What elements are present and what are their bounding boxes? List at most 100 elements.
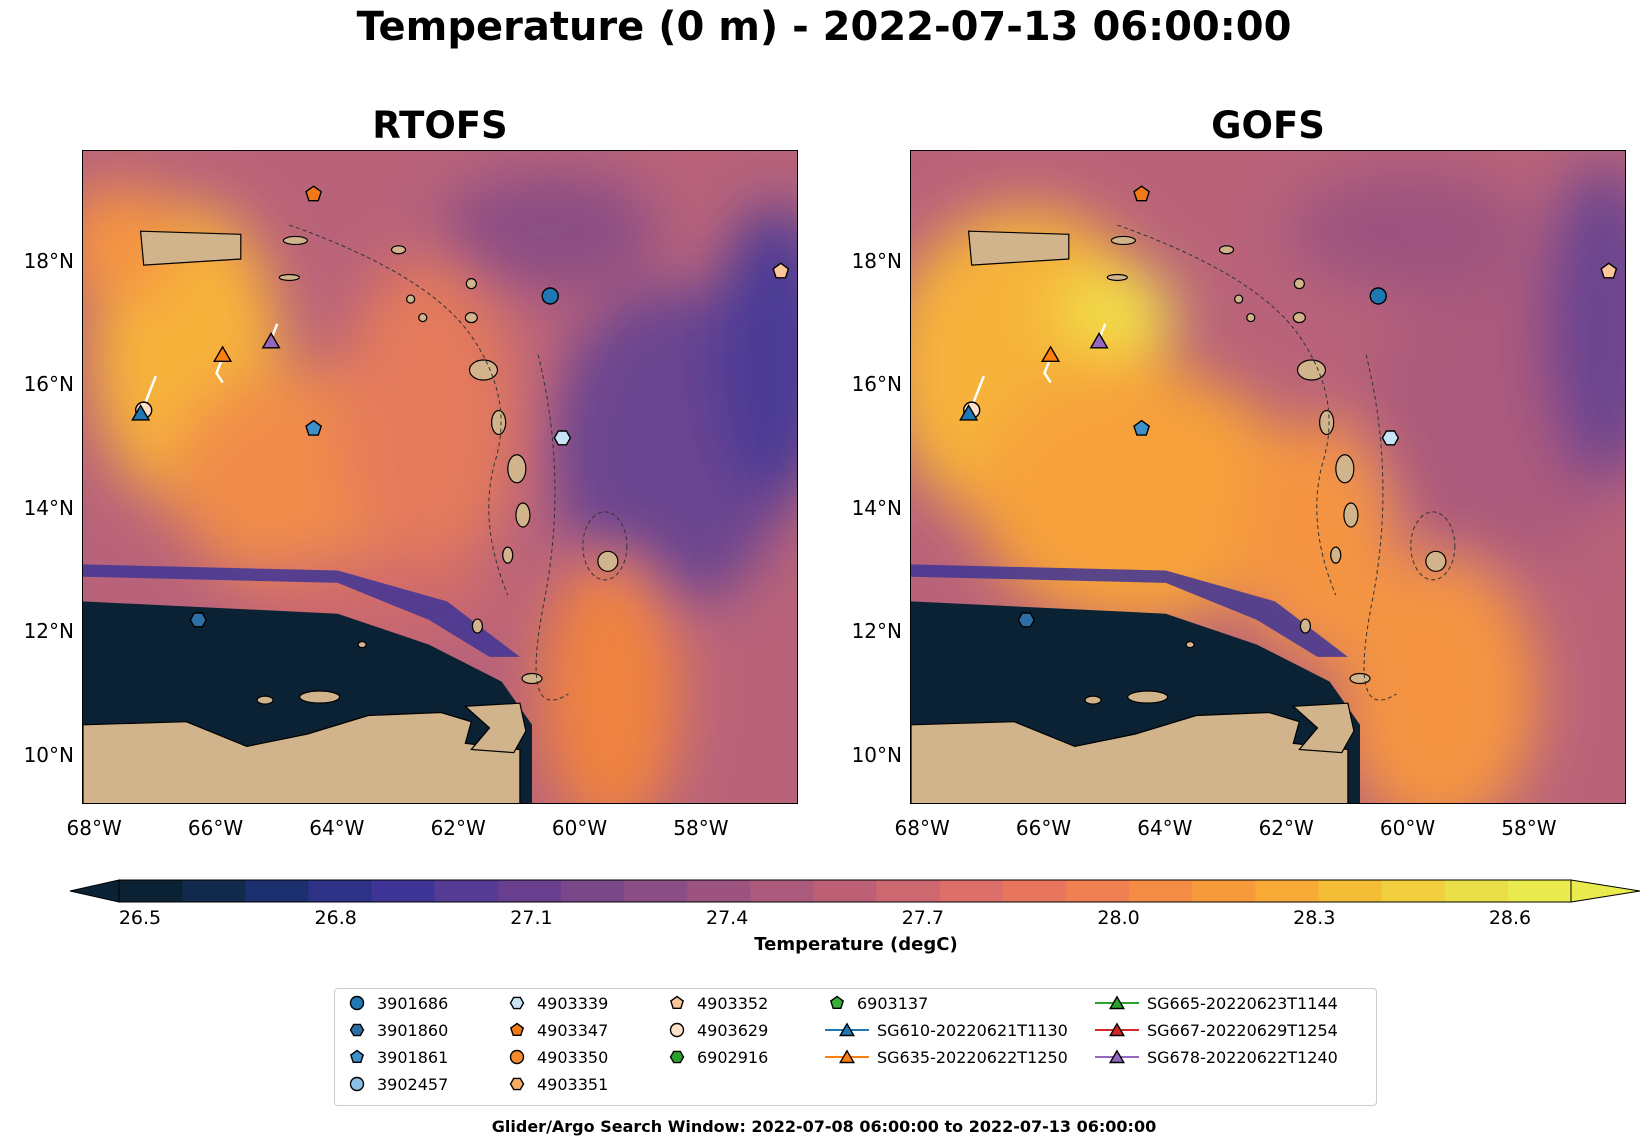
panel-title-rtofs: RTOFS (372, 104, 508, 147)
bathymetry-contour (1363, 354, 1397, 701)
island (278, 273, 300, 282)
marker-3901686 (541, 287, 559, 305)
south-america-land (911, 711, 1349, 803)
colorbar-tick-label: 26.8 (314, 907, 357, 929)
map-rtofs (82, 150, 798, 804)
legend-item: 3901861 (345, 1047, 448, 1067)
temperature-field (911, 163, 1625, 803)
legend-label: 3901861 (377, 1047, 449, 1067)
puerto-rico-land (139, 230, 242, 266)
x-tick-label: 62°W (1258, 816, 1314, 840)
island (299, 690, 341, 704)
x-tick-label: 68°W (66, 816, 122, 840)
search-window-footer: Glider/Argo Search Window: 2022-07-08 06… (491, 1117, 1157, 1136)
island (1330, 546, 1342, 564)
island (256, 695, 274, 705)
legend-marker (349, 1023, 365, 1037)
legend-marker (669, 1050, 685, 1064)
colorbar-segment (119, 880, 183, 902)
island (1296, 359, 1327, 381)
legend-marker (349, 995, 365, 1011)
island (406, 294, 416, 304)
bathymetry-contour (289, 224, 509, 596)
colorbar (69, 879, 1641, 903)
marker-3901861 (1133, 419, 1151, 436)
legend-item: SG678-20220622T1240 (1095, 1047, 1338, 1067)
legend-item: SG610-20220621T1130 (825, 1020, 1068, 1040)
island (282, 235, 308, 246)
y-tick-label: 12°N (851, 619, 902, 644)
map-gofs (910, 150, 1626, 804)
island (464, 311, 478, 324)
colorbar-segment (371, 880, 436, 902)
marker-3901860 (1017, 612, 1036, 628)
colorbar-frame (118, 879, 1572, 903)
colorbar-segment (1381, 880, 1446, 902)
x-tick-label: 66°W (1015, 816, 1072, 840)
island (357, 640, 367, 649)
marker-4903352 (772, 262, 790, 279)
legend-marker-icon (509, 996, 525, 1010)
front-band (83, 564, 520, 657)
legend-marker (349, 1049, 365, 1064)
puerto-rico-land (967, 230, 1070, 266)
colorbar-segment (687, 880, 751, 902)
legend-marker-icon (509, 1049, 525, 1065)
island (418, 312, 428, 323)
colorbar-tick-label: 27.7 (901, 907, 944, 929)
legend-item: 4903351 (505, 1074, 608, 1094)
colorbar-segment (876, 880, 941, 902)
legend-marker-icon (349, 995, 365, 1011)
colorbar-segment (1507, 880, 1572, 902)
colorbar-segment (308, 880, 373, 902)
legend-marker (509, 1022, 525, 1037)
legend-item: 6902916 (665, 1047, 768, 1067)
colorbar-tick-label: 27.4 (705, 907, 749, 929)
colorbar-tick-label: 28.0 (1097, 907, 1140, 929)
legend: 3901686 3901860 3901861 3902457 4903339 49033… (334, 988, 1377, 1106)
marker-3901860 (189, 612, 208, 628)
island (1299, 618, 1312, 634)
legend-label: 4903629 (697, 1020, 769, 1040)
colorbar-segment (245, 880, 309, 902)
island (1110, 235, 1136, 246)
legend-marker (1108, 995, 1126, 1010)
island (491, 409, 507, 436)
legend-marker-icon (825, 1022, 869, 1037)
colorbar-tick-label: 28.3 (1293, 907, 1336, 929)
x-tick-label: 60°W (1379, 816, 1436, 840)
marker-4903352 (1600, 262, 1618, 279)
island (1343, 502, 1359, 528)
legend-label: 3901686 (377, 993, 449, 1013)
island (1319, 409, 1335, 436)
glider-track (215, 357, 224, 384)
legend-marker-icon (1095, 1049, 1139, 1064)
legend-item: SG665-20220623T1144 (1095, 993, 1338, 1013)
colorbar-max-extend (1570, 879, 1641, 903)
island (1292, 311, 1306, 324)
legend-label: 4903339 (537, 993, 609, 1013)
legend-label: 3902457 (377, 1074, 449, 1094)
y-tick-label: 16°N (851, 372, 902, 397)
legend-item: 4903350 (505, 1047, 608, 1067)
x-tick-label: 64°W (1137, 816, 1193, 840)
colorbar-segment (624, 880, 688, 902)
legend-label: 6903137 (857, 993, 929, 1013)
x-tick-label: 58°W (1501, 816, 1557, 840)
legend-marker (829, 995, 845, 1010)
colorbar-segment (1255, 880, 1319, 902)
legend-label: SG665-20220623T1144 (1147, 993, 1338, 1013)
x-tick-label: 58°W (673, 816, 729, 840)
island (521, 672, 543, 685)
bathymetry-contour (582, 511, 628, 581)
marker-SG610-20220621T1130 (131, 404, 151, 421)
x-tick-label: 60°W (551, 816, 608, 840)
panel-title-gofs: GOFS (1211, 104, 1325, 147)
y-tick-label: 18°N (23, 249, 74, 274)
island (1246, 312, 1256, 323)
island (507, 454, 527, 484)
x-tick-label: 66°W (187, 816, 244, 840)
legend-marker (669, 1022, 685, 1038)
y-tick-label: 16°N (23, 372, 74, 397)
marker-SG635-20220622T1250 (212, 345, 233, 363)
